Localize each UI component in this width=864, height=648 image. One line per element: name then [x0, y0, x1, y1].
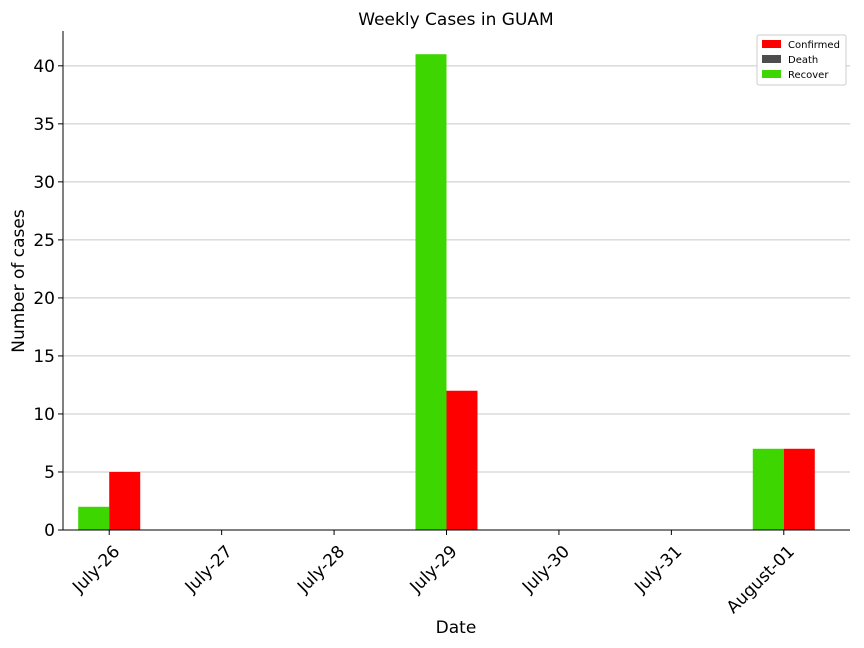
- x-tick-label: July-29: [406, 542, 462, 598]
- legend-label-confirmed: Confirmed: [788, 40, 840, 51]
- x-tick-label: July-30: [518, 542, 574, 598]
- x-tick-label: July-27: [181, 542, 237, 598]
- x-axis-label: Date: [436, 618, 477, 638]
- x-tick-label: July-31: [630, 542, 686, 598]
- y-tick-label: 40: [33, 57, 55, 77]
- bars: [78, 54, 815, 531]
- y-tick-label: 20: [33, 289, 55, 309]
- y-tick-label: 10: [33, 405, 55, 425]
- x-ticks: July-26 July-27 July-28 July-29 July-30 July-…: [68, 530, 799, 618]
- y-tick-label: 35: [33, 115, 55, 135]
- legend-swatch-death: [762, 55, 781, 63]
- y-tick-label: 25: [33, 231, 55, 251]
- legend-swatch-confirmed: [762, 40, 781, 48]
- y-axis-label: Number of cases: [9, 209, 29, 353]
- bar-recover: [752, 448, 784, 530]
- legend-swatch-recover: [762, 70, 781, 78]
- y-ticks: 0 5 10 15 20 25 30 35 40: [33, 57, 63, 541]
- y-tick-label: 15: [33, 347, 55, 367]
- bar-confirmed: [783, 448, 815, 530]
- y-tick-label: 5: [44, 463, 55, 483]
- legend-label-recover: Recover: [788, 70, 829, 81]
- bar-recover: [78, 506, 110, 530]
- bar-confirmed: [109, 471, 141, 530]
- legend: Confirmed Death Recover: [756, 34, 847, 86]
- legend-label-death: Death: [788, 55, 818, 66]
- bar-recover: [415, 54, 447, 531]
- bar-confirmed: [446, 390, 478, 530]
- chart-title: Weekly Cases in GUAM: [358, 10, 553, 30]
- x-tick-label: July-28: [293, 542, 349, 598]
- y-tick-label: 30: [33, 173, 55, 193]
- gridlines: [63, 65, 850, 473]
- x-tick-label: August-01: [723, 542, 799, 618]
- y-tick-label: 0: [44, 521, 55, 541]
- x-tick-label: July-26: [68, 542, 124, 598]
